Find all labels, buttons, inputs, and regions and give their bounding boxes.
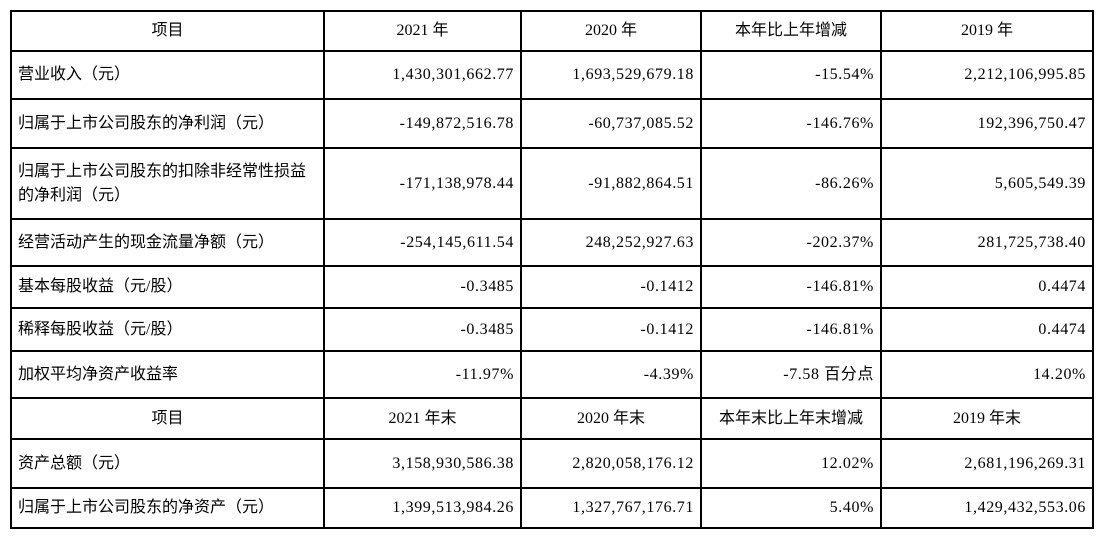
table-header-row-year-end: 项目 2021 年末 2020 年末 本年末比上年末增减 2019 年末 — [10, 397, 1094, 440]
value-yoy-change: -146.81% — [700, 265, 882, 309]
row-label: 归属于上市公司股东的净利润（元） — [10, 98, 325, 149]
header-cell-2019: 2019 年 — [880, 10, 1094, 52]
value-2019: 14.20% — [880, 350, 1094, 399]
value-yoy-change: -146.76% — [700, 98, 882, 149]
table-row-net-profit-excl-nonrecurring: 归属于上市公司股东的扣除非经常性损益的净利润（元） -171,138,978.4… — [10, 147, 1094, 220]
table-row-net-assets: 归属于上市公司股东的净资产（元） 1,399,513,984.26 1,327,… — [10, 487, 1094, 529]
row-label: 归属于上市公司股东的净资产（元） — [10, 487, 325, 529]
row-label: 归属于上市公司股东的扣除非经常性损益的净利润（元） — [10, 147, 325, 220]
value-year-end-change: 5.40% — [700, 487, 882, 529]
value-2019: 2,212,106,995.85 — [880, 50, 1094, 100]
table-row-net-profit: 归属于上市公司股东的净利润（元） -149,872,516.78 -60,737… — [10, 98, 1094, 149]
value-2020: 1,693,529,679.18 — [520, 50, 702, 100]
value-2021: 1,430,301,662.77 — [323, 50, 522, 100]
value-2020: 248,252,927.63 — [520, 218, 702, 267]
value-2020: -60,737,085.52 — [520, 98, 702, 149]
header-cell-item: 项目 — [10, 397, 325, 440]
value-yoy-change: -7.58 百分点 — [700, 350, 882, 399]
header-cell-2020: 2020 年 — [520, 10, 702, 52]
value-2019-end: 2,681,196,269.31 — [880, 438, 1094, 489]
table-row-operating-revenue: 营业收入（元） 1,430,301,662.77 1,693,529,679.1… — [10, 50, 1094, 100]
value-2021: -254,145,611.54 — [323, 218, 522, 267]
value-2019: 5,605,549.39 — [880, 147, 1094, 220]
value-yoy-change: -15.54% — [700, 50, 882, 100]
table-header-row-annual: 项目 2021 年 2020 年 本年比上年增减 2019 年 — [10, 10, 1094, 52]
value-2019-end: 1,429,432,553.06 — [880, 487, 1094, 529]
value-2020-end: 2,820,058,176.12 — [520, 438, 702, 489]
header-cell-2021-end: 2021 年末 — [323, 397, 522, 440]
row-label: 资产总额（元） — [10, 438, 325, 489]
financial-summary-table: 项目 2021 年 2020 年 本年比上年增减 2019 年 营业收入（元） … — [10, 10, 1094, 529]
value-2019: 0.4474 — [880, 265, 1094, 309]
header-cell-item: 项目 — [10, 10, 325, 52]
value-2020: -4.39% — [520, 350, 702, 399]
table-row-weighted-avg-roe: 加权平均净资产收益率 -11.97% -4.39% -7.58 百分点 14.2… — [10, 350, 1094, 399]
value-2021: -0.3485 — [323, 307, 522, 352]
value-2021: -149,872,516.78 — [323, 98, 522, 149]
value-year-end-change: 12.02% — [700, 438, 882, 489]
row-label: 加权平均净资产收益率 — [10, 350, 325, 399]
table-row-total-assets: 资产总额（元） 3,158,930,586.38 2,820,058,176.1… — [10, 438, 1094, 489]
table-row-operating-cash-flow: 经营活动产生的现金流量净额（元） -254,145,611.54 248,252… — [10, 218, 1094, 267]
value-2021-end: 3,158,930,586.38 — [323, 438, 522, 489]
row-label: 经营活动产生的现金流量净额（元） — [10, 218, 325, 267]
row-label: 营业收入（元） — [10, 50, 325, 100]
header-cell-yoy-change: 本年比上年增减 — [700, 10, 882, 52]
value-2019: 0.4474 — [880, 307, 1094, 352]
header-cell-2019-end: 2019 年末 — [880, 397, 1094, 440]
value-2020: -0.1412 — [520, 265, 702, 309]
value-2020: -0.1412 — [520, 307, 702, 352]
header-cell-2021: 2021 年 — [323, 10, 522, 52]
value-yoy-change: -146.81% — [700, 307, 882, 352]
value-2020-end: 1,327,767,176.71 — [520, 487, 702, 529]
value-2021: -11.97% — [323, 350, 522, 399]
value-2020: -91,882,864.51 — [520, 147, 702, 220]
value-yoy-change: -86.26% — [700, 147, 882, 220]
value-2019: 281,725,738.40 — [880, 218, 1094, 267]
table-row-diluted-eps: 稀释每股收益（元/股） -0.3485 -0.1412 -146.81% 0.4… — [10, 307, 1094, 352]
value-2021-end: 1,399,513,984.26 — [323, 487, 522, 529]
value-2021: -171,138,978.44 — [323, 147, 522, 220]
row-label: 稀释每股收益（元/股） — [10, 307, 325, 352]
header-cell-2020-end: 2020 年末 — [520, 397, 702, 440]
value-2021: -0.3485 — [323, 265, 522, 309]
value-2019: 192,396,750.47 — [880, 98, 1094, 149]
header-cell-year-end-change: 本年末比上年末增减 — [700, 397, 882, 440]
row-label: 基本每股收益（元/股） — [10, 265, 325, 309]
value-yoy-change: -202.37% — [700, 218, 882, 267]
table-row-basic-eps: 基本每股收益（元/股） -0.3485 -0.1412 -146.81% 0.4… — [10, 265, 1094, 309]
